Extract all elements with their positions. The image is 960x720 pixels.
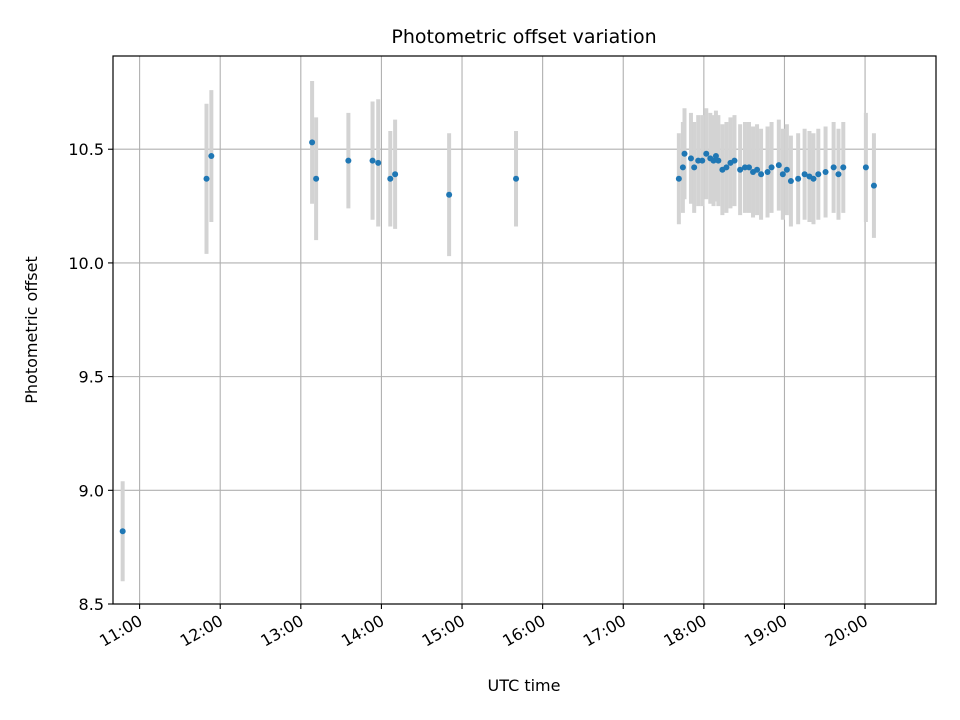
data-point — [710, 157, 717, 164]
y-tick-label: 9.0 — [79, 481, 104, 500]
data-point — [801, 171, 808, 178]
data-point — [822, 168, 829, 175]
data-point — [723, 164, 730, 171]
x-axis-ticks: 11:00 12:00 13:00 14:00 15:00 16:00 17:00 18:00… — [96, 604, 871, 651]
x-tick-label: 16:00 — [499, 611, 548, 651]
error-bars — [120, 81, 876, 582]
x-tick-label: 11:00 — [96, 611, 145, 651]
data-point — [699, 157, 706, 164]
data-points — [119, 139, 877, 535]
x-tick-label: 19:00 — [741, 611, 790, 651]
data-point — [513, 175, 520, 182]
data-point — [840, 164, 847, 171]
y-tick-label: 10.0 — [68, 254, 104, 273]
data-point — [687, 155, 694, 162]
data-point — [862, 164, 869, 171]
data-point — [691, 164, 698, 171]
data-point — [810, 175, 817, 182]
data-point — [387, 175, 394, 182]
x-tick-label: 14:00 — [338, 611, 387, 651]
x-tick-label: 12:00 — [177, 611, 226, 651]
x-tick-label: 15:00 — [419, 611, 468, 651]
data-point — [675, 175, 682, 182]
data-point — [754, 166, 761, 173]
data-point — [775, 162, 782, 169]
x-axis-label: UTC time — [488, 676, 561, 695]
data-point — [369, 157, 376, 164]
x-tick-label: 17:00 — [580, 611, 629, 651]
data-point — [830, 164, 837, 171]
y-axis-label: Photometric offset — [22, 256, 41, 404]
data-point — [737, 166, 744, 173]
y-tick-label: 8.5 — [79, 595, 104, 614]
data-point — [731, 157, 738, 164]
data-point — [758, 171, 765, 178]
data-point — [768, 164, 775, 171]
data-point — [795, 175, 802, 182]
data-point — [681, 150, 688, 157]
data-point — [815, 171, 822, 178]
plot-frame — [112, 55, 937, 605]
y-axis-ticks: 8.5 9.0 9.5 10.0 10.5 — [68, 140, 113, 614]
data-point — [870, 182, 877, 189]
x-tick-label: 20:00 — [822, 611, 871, 651]
data-point — [679, 164, 686, 171]
data-point — [779, 171, 786, 178]
data-point — [119, 528, 126, 535]
data-point — [313, 175, 320, 182]
data-point — [375, 159, 382, 166]
data-point — [712, 153, 719, 160]
x-tick-label: 18:00 — [660, 611, 709, 651]
data-point — [203, 175, 210, 182]
chart-title: Photometric offset variation — [391, 26, 656, 48]
data-point — [446, 191, 453, 198]
data-point — [208, 153, 215, 160]
data-point — [745, 164, 752, 171]
data-point — [835, 171, 842, 178]
data-point — [345, 157, 352, 164]
y-tick-label: 10.5 — [68, 140, 104, 159]
data-point — [783, 166, 790, 173]
data-point — [309, 139, 316, 146]
data-point — [787, 178, 794, 185]
data-point — [715, 157, 722, 164]
data-point — [764, 168, 771, 175]
data-point — [392, 171, 399, 178]
data-point — [703, 150, 710, 157]
y-tick-label: 9.5 — [79, 368, 104, 387]
x-tick-label: 13:00 — [257, 611, 306, 651]
